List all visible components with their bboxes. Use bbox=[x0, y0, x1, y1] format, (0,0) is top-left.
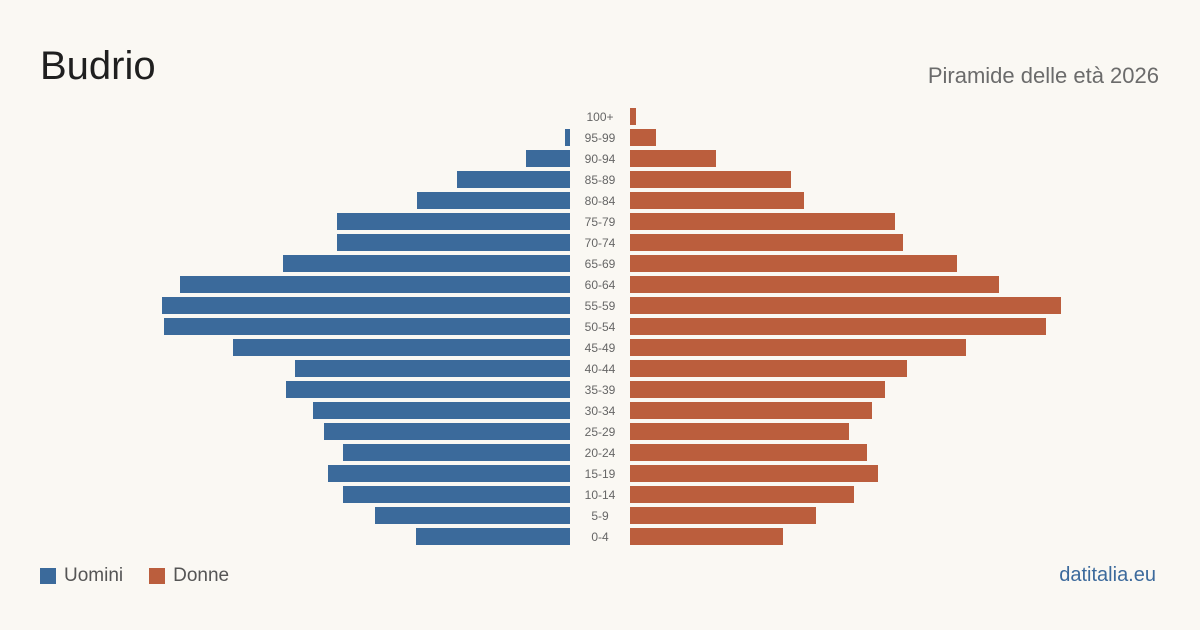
legend-item-donne: Donne bbox=[149, 565, 229, 587]
age-label-20-24: 20-24 bbox=[585, 446, 616, 460]
bar-uomini-45-49 bbox=[233, 339, 570, 356]
age-label-5-9: 5-9 bbox=[591, 509, 609, 523]
brand-link[interactable]: datitalia.eu bbox=[1059, 564, 1156, 586]
bar-donne-30-34 bbox=[630, 402, 872, 419]
age-label-0-4: 0-4 bbox=[591, 530, 609, 544]
bar-uomini-85-89 bbox=[457, 171, 570, 188]
bar-donne-100+ bbox=[630, 108, 636, 125]
age-label-100+: 100+ bbox=[586, 110, 613, 124]
bar-donne-35-39 bbox=[630, 381, 885, 398]
legend-label-uomini: Uomini bbox=[64, 565, 124, 586]
legend-item-uomini: Uomini bbox=[40, 565, 123, 587]
bar-uomini-35-39 bbox=[286, 381, 570, 398]
chart-legend: Uomini Donne bbox=[40, 565, 255, 587]
bar-donne-90-94 bbox=[630, 150, 716, 167]
bar-uomini-95-99 bbox=[565, 129, 570, 146]
legend-swatch-donne bbox=[149, 568, 166, 584]
legend-label-donne: Donne bbox=[173, 565, 230, 586]
age-label-25-29: 25-29 bbox=[585, 425, 616, 439]
age-label-50-54: 50-54 bbox=[585, 320, 616, 334]
bar-donne-85-89 bbox=[630, 171, 791, 188]
bar-donne-0-4 bbox=[630, 528, 783, 545]
age-label-80-84: 80-84 bbox=[585, 194, 616, 208]
bar-uomini-65-69 bbox=[283, 255, 570, 272]
bar-uomini-75-79 bbox=[337, 213, 570, 230]
bar-donne-45-49 bbox=[630, 339, 966, 356]
age-label-35-39: 35-39 bbox=[585, 383, 616, 397]
bar-donne-25-29 bbox=[630, 423, 849, 440]
age-label-30-34: 30-34 bbox=[585, 404, 616, 418]
bar-donne-40-44 bbox=[630, 360, 907, 377]
bar-uomini-50-54 bbox=[164, 318, 570, 335]
age-label-65-69: 65-69 bbox=[585, 257, 616, 271]
bar-uomini-70-74 bbox=[337, 234, 570, 251]
bar-uomini-60-64 bbox=[180, 276, 570, 293]
bar-donne-10-14 bbox=[630, 486, 854, 503]
bar-uomini-5-9 bbox=[375, 507, 570, 524]
age-label-15-19: 15-19 bbox=[585, 467, 616, 481]
bar-uomini-0-4 bbox=[416, 528, 570, 545]
bar-uomini-20-24 bbox=[343, 444, 570, 461]
bar-donne-20-24 bbox=[630, 444, 867, 461]
bar-donne-95-99 bbox=[630, 129, 656, 146]
page-title: Budrio bbox=[40, 44, 156, 88]
age-label-85-89: 85-89 bbox=[585, 173, 616, 187]
bar-uomini-15-19 bbox=[328, 465, 570, 482]
chart-subtitle: Piramide delle età 2026 bbox=[927, 63, 1159, 88]
age-label-10-14: 10-14 bbox=[585, 488, 616, 502]
age-label-55-59: 55-59 bbox=[585, 299, 616, 313]
age-label-75-79: 75-79 bbox=[585, 215, 616, 229]
age-label-95-99: 95-99 bbox=[585, 131, 616, 145]
bar-uomini-55-59 bbox=[162, 297, 570, 314]
legend-swatch-uomini bbox=[40, 568, 56, 584]
bar-donne-5-9 bbox=[630, 507, 816, 524]
bar-donne-80-84 bbox=[630, 192, 804, 209]
bar-donne-60-64 bbox=[630, 276, 999, 293]
bar-uomini-25-29 bbox=[324, 423, 570, 440]
bar-donne-70-74 bbox=[630, 234, 903, 251]
age-label-60-64: 60-64 bbox=[585, 278, 616, 292]
bar-uomini-80-84 bbox=[417, 192, 570, 209]
bar-uomini-10-14 bbox=[343, 486, 570, 503]
bar-donne-50-54 bbox=[630, 318, 1046, 335]
bar-donne-65-69 bbox=[630, 255, 957, 272]
bar-uomini-90-94 bbox=[526, 150, 570, 167]
bar-uomini-30-34 bbox=[313, 402, 570, 419]
age-label-70-74: 70-74 bbox=[585, 236, 616, 250]
bar-donne-15-19 bbox=[630, 465, 878, 482]
bar-uomini-40-44 bbox=[295, 360, 570, 377]
age-label-40-44: 40-44 bbox=[585, 362, 616, 376]
age-label-90-94: 90-94 bbox=[585, 152, 616, 166]
bar-donne-75-79 bbox=[630, 213, 895, 230]
bar-donne-55-59 bbox=[630, 297, 1061, 314]
age-label-45-49: 45-49 bbox=[585, 341, 616, 355]
